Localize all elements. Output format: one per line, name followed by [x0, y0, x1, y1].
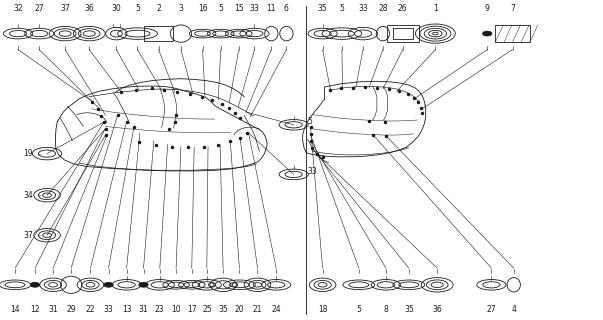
Text: 27: 27 [487, 305, 496, 314]
Text: 33: 33 [358, 4, 368, 13]
Text: 33: 33 [250, 4, 259, 13]
Text: 30: 30 [112, 4, 121, 13]
Text: 29: 29 [66, 305, 76, 314]
Text: 22: 22 [86, 305, 95, 314]
Text: 24: 24 [271, 305, 281, 314]
Text: 11: 11 [267, 4, 276, 13]
Text: 16: 16 [198, 4, 207, 13]
Text: 33: 33 [104, 305, 113, 314]
Bar [144, 26, 173, 41]
Text: 9: 9 [485, 4, 490, 13]
Text: 26: 26 [398, 4, 408, 13]
Ellipse shape [30, 282, 40, 287]
Text: 20: 20 [235, 305, 244, 314]
Text: 8: 8 [384, 305, 388, 314]
Text: 35: 35 [404, 305, 414, 314]
Text: 4: 4 [511, 305, 516, 314]
Ellipse shape [139, 282, 148, 287]
Text: 5: 5 [135, 4, 140, 13]
Text: 17: 17 [187, 305, 197, 314]
Bar [495, 25, 530, 42]
Text: 37: 37 [24, 231, 33, 240]
Text: 14: 14 [10, 305, 20, 314]
Text: 5: 5 [218, 4, 223, 13]
Text: 27: 27 [34, 4, 44, 13]
Text: 25: 25 [202, 305, 212, 314]
Text: 15: 15 [234, 4, 244, 13]
Text: 36: 36 [84, 4, 94, 13]
Text: 34: 34 [24, 191, 33, 200]
Text: 12: 12 [30, 305, 40, 314]
Text: 2: 2 [156, 4, 161, 13]
Text: 23: 23 [155, 305, 165, 314]
Text: 7: 7 [510, 4, 515, 13]
Text: 10: 10 [171, 305, 181, 314]
Text: 5: 5 [339, 4, 344, 13]
Text: 35: 35 [218, 305, 228, 314]
Text: 5: 5 [307, 117, 312, 126]
Text: 37: 37 [60, 4, 70, 13]
Text: 19: 19 [24, 149, 33, 158]
Text: 1: 1 [433, 4, 438, 13]
Bar [393, 28, 413, 39]
Ellipse shape [104, 282, 113, 287]
Text: 35: 35 [318, 4, 327, 13]
Text: 32: 32 [13, 4, 23, 13]
Text: 6: 6 [284, 4, 289, 13]
Text: 13: 13 [122, 305, 131, 314]
Text: 5: 5 [356, 305, 361, 314]
Text: 36: 36 [432, 305, 442, 314]
Text: 31: 31 [139, 305, 148, 314]
Text: 18: 18 [318, 305, 327, 314]
Text: 28: 28 [378, 4, 388, 13]
Bar [387, 25, 418, 42]
Text: 21: 21 [253, 305, 262, 314]
Text: 3: 3 [178, 4, 183, 13]
Ellipse shape [482, 31, 492, 36]
Text: 31: 31 [48, 305, 58, 314]
Text: 33: 33 [307, 167, 317, 176]
